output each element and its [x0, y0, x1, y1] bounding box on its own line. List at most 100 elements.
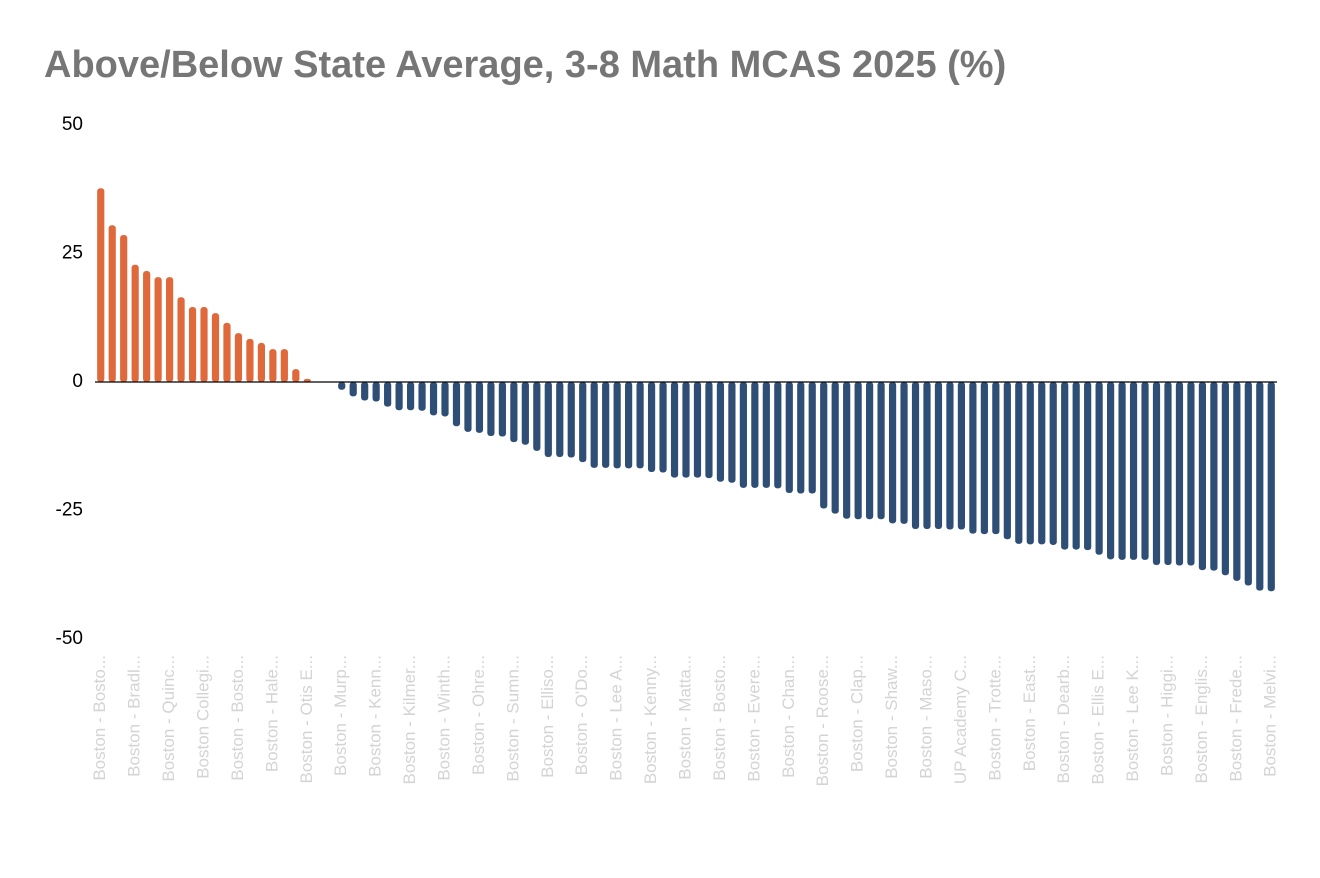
- bar: [647, 382, 656, 472]
- bar: [1210, 382, 1218, 571]
- y-tick-label: -25: [56, 500, 83, 521]
- bar: [1244, 382, 1252, 586]
- bar: [774, 382, 782, 489]
- bar: [969, 382, 977, 534]
- bar: [1233, 382, 1241, 581]
- bar: [1129, 382, 1138, 560]
- x-tick-label: Boston - Otis E...: [297, 655, 316, 784]
- x-tick-label: Boston - Roose...: [813, 655, 832, 786]
- bar: [234, 333, 243, 382]
- bar: [946, 382, 954, 530]
- bar: [980, 382, 988, 535]
- bar: [808, 382, 816, 494]
- x-tick-label: Boston - Kenn...: [366, 655, 385, 777]
- bar: [682, 382, 690, 478]
- bar: [1164, 382, 1172, 565]
- bar: [257, 342, 265, 382]
- bar: [1038, 382, 1046, 545]
- bar: [165, 277, 174, 382]
- bar: [556, 382, 564, 458]
- bar: [739, 382, 747, 488]
- bar: [269, 349, 277, 382]
- bar: [728, 382, 736, 483]
- bar: [429, 382, 438, 416]
- bar: [751, 382, 759, 488]
- bar: [177, 297, 185, 382]
- chart-title: Above/Below State Average, 3-8 Math MCAS…: [44, 44, 1006, 86]
- x-tick-label: Boston - Lee K...: [1123, 655, 1142, 782]
- bar: [1049, 382, 1057, 545]
- bar: [625, 382, 633, 469]
- bar: [97, 188, 105, 382]
- bar: [911, 382, 920, 530]
- x-tick-label: Boston - Lee A...: [607, 655, 626, 781]
- x-tick-label: Boston - Ohre...: [469, 655, 488, 775]
- bar: [120, 234, 128, 382]
- bar: [510, 382, 518, 443]
- x-tick-label: Boston - Bosto...: [710, 655, 729, 781]
- bar: [395, 382, 403, 411]
- bar: [670, 382, 679, 478]
- bar: [1221, 382, 1229, 576]
- bar: [843, 382, 851, 519]
- bar: [246, 338, 254, 382]
- x-tick-label: Boston - Chan...: [779, 655, 798, 778]
- x-tick-label: Boston - Bosto...: [228, 655, 247, 781]
- x-tick-label: Boston - Ellis E...: [1089, 655, 1108, 784]
- bar: [1198, 382, 1207, 571]
- bar: [200, 306, 208, 382]
- bar: [1061, 382, 1069, 550]
- bar: [1152, 382, 1161, 565]
- bar: [1256, 382, 1264, 591]
- bar: [785, 382, 793, 494]
- x-tick-label: Boston - Higgi...: [1157, 655, 1176, 776]
- x-tick-label: Boston - Murp...: [331, 655, 350, 776]
- bar: [498, 382, 506, 437]
- bar: [452, 382, 461, 427]
- bar: [900, 382, 908, 524]
- bar: [1026, 382, 1034, 545]
- bar: [934, 382, 943, 530]
- x-tick-label: UP Academy C...: [951, 655, 970, 784]
- x-tick-label: Boston - Trotte...: [985, 655, 1004, 781]
- bar: [143, 270, 151, 382]
- bar: [866, 382, 874, 520]
- bar: [223, 322, 231, 382]
- x-tick-label: Boston - Hale...: [262, 655, 281, 772]
- x-tick-label: Boston - Melvi...: [1261, 655, 1280, 777]
- x-tick-label: Boston - Evere...: [744, 655, 763, 782]
- bar: [659, 382, 667, 473]
- x-tick-label: Boston Collegi...: [194, 655, 213, 779]
- x-tick-label: Boston - Dearb...: [1054, 655, 1073, 784]
- bar: [154, 277, 162, 382]
- bar: [464, 382, 472, 432]
- bar: [1175, 382, 1184, 566]
- bar: [487, 382, 495, 436]
- bar: [292, 369, 300, 382]
- bar: [303, 378, 311, 382]
- bar: [131, 264, 139, 382]
- bar: [533, 382, 541, 451]
- bar: [406, 382, 415, 411]
- bar: [762, 382, 770, 488]
- bar: [1141, 382, 1149, 560]
- bar: [1072, 382, 1080, 550]
- x-tick-label: Boston - Maso...: [916, 655, 935, 779]
- bar: [613, 382, 621, 469]
- bar: [418, 382, 426, 411]
- y-tick-label: -50: [56, 628, 83, 649]
- x-tick-label: Boston - Winth...: [434, 655, 453, 781]
- bar: [108, 225, 116, 382]
- bar: [579, 382, 587, 463]
- x-tick-label: Boston - Kilmer...: [400, 655, 419, 784]
- bar: [705, 382, 713, 479]
- x-tick-label: Boston - Frede...: [1226, 655, 1245, 782]
- bar: [567, 382, 575, 458]
- bar: [544, 382, 552, 458]
- bar: [877, 382, 885, 520]
- bar: [1118, 382, 1126, 560]
- bar: [384, 382, 392, 407]
- bar: [1003, 382, 1011, 540]
- x-tick-label: Boston - Quinc...: [159, 655, 178, 782]
